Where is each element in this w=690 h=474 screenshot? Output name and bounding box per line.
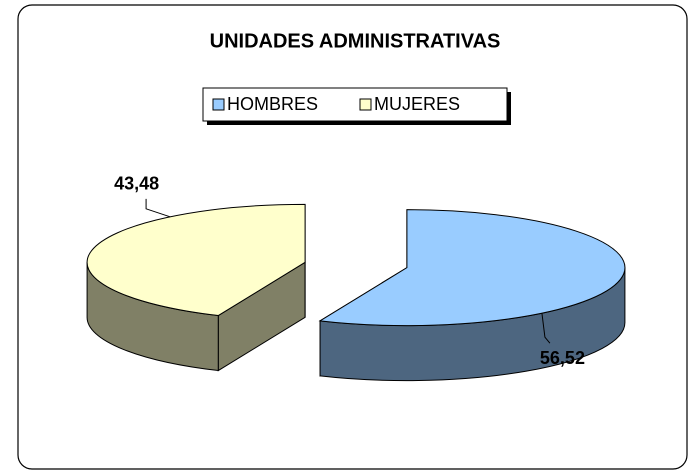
legend-swatch (359, 98, 372, 111)
legend-label: MUJERES (374, 94, 460, 114)
data-label: 56,52 (540, 348, 585, 368)
slice (318, 209, 626, 327)
pie: 56,52 43,48 (86, 174, 626, 382)
legend: HOMBRES MUJERES (212, 94, 460, 114)
slice (86, 203, 306, 317)
legend-label: HOMBRES (227, 94, 318, 114)
data-label: 43,48 (114, 174, 159, 194)
chart-title: UNIDADES ADMINISTRATIVAS (210, 30, 501, 52)
leader-line (145, 198, 171, 218)
legend-box (202, 87, 508, 122)
leader-line (541, 313, 551, 344)
legend-swatch (212, 98, 225, 111)
